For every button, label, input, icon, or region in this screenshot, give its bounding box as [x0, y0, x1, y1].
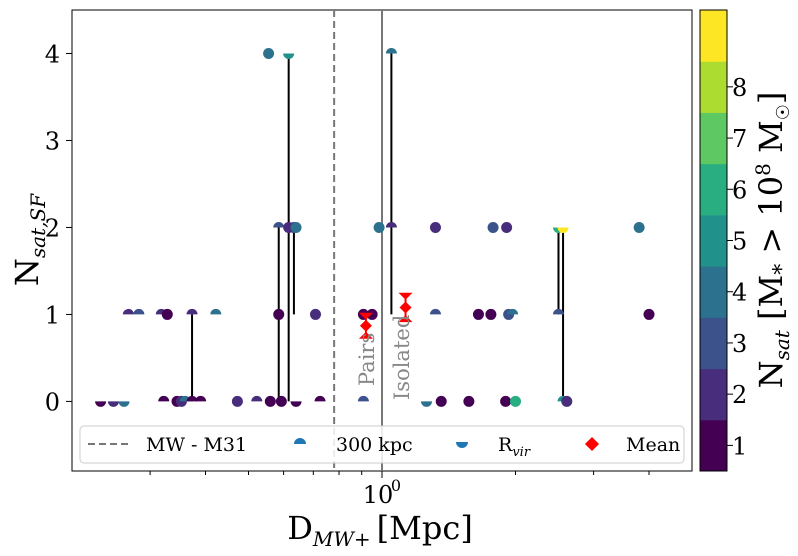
- legend: MW - M31 300 kpc Rvir Mean: [79, 425, 685, 464]
- data-point-36: [429, 221, 441, 233]
- y-tick-label-4: 4: [45, 40, 60, 68]
- mean-markers: [358, 292, 413, 339]
- isolated-label: Isolated: [390, 315, 414, 400]
- mean-marker-1: [399, 301, 412, 314]
- colorbar-segment-0: [700, 419, 727, 472]
- colorbar-tick-label-0: 1: [732, 432, 747, 460]
- y-tick-label-3: 3: [45, 127, 60, 155]
- legend-rvir-swatch: [456, 442, 468, 448]
- data-point-32: [373, 221, 385, 233]
- legend-label-rvir: Rvir: [498, 434, 531, 460]
- x-axis-label: DMW+ [Mpc]: [287, 509, 473, 551]
- colorbar-segment-5: [700, 163, 727, 216]
- data-point-18: [264, 395, 276, 407]
- data-point-35: [421, 401, 433, 407]
- data-point-20: [273, 221, 285, 228]
- legend-label-mean: Mean: [626, 434, 680, 456]
- data-point-30: [357, 395, 369, 402]
- mean-cap-bottom-1: [398, 315, 413, 323]
- colorbar-tick-label-1: 2: [732, 381, 747, 409]
- data-point-53: [633, 221, 645, 233]
- data-point-6: [161, 308, 173, 320]
- data-point-17: [263, 47, 275, 59]
- colorbar-tick-label-4: 5: [732, 228, 747, 256]
- data-point-44: [501, 221, 513, 233]
- legend-300kpc-swatch: [294, 438, 306, 444]
- data-point-46: [507, 308, 519, 315]
- data-point-7: [158, 395, 170, 402]
- legend-label-300kpc: 300 kpc: [336, 434, 413, 456]
- data-point-3: [122, 308, 134, 315]
- colorbar: [699, 9, 728, 472]
- data-point-49: [552, 308, 564, 315]
- colorbar-segment-8: [700, 10, 727, 62]
- data-point-31: [366, 308, 378, 320]
- data-point-43: [500, 395, 512, 407]
- data-point-11: [186, 395, 198, 402]
- colorbar-segment-1: [700, 368, 727, 421]
- reference-lines: [333, 10, 383, 471]
- data-point-4: [133, 308, 145, 315]
- data-point-37: [429, 308, 441, 315]
- mean-cap-bottom-0: [358, 331, 373, 339]
- pairs-label: Pairs: [355, 333, 379, 386]
- data-point-12: [186, 308, 198, 315]
- colorbar-tick-label-7: 8: [732, 74, 747, 102]
- data-points: [95, 47, 655, 407]
- legend-label-mw-m31: MW - M31: [146, 434, 247, 456]
- data-point-42: [487, 221, 499, 233]
- data-point-22: [283, 53, 295, 59]
- data-point-15: [231, 395, 243, 407]
- colorbar-segment-4: [700, 214, 727, 267]
- data-point-13: [195, 395, 207, 402]
- y-axis-label: Nsat,SF: [8, 193, 50, 286]
- data-point-14: [210, 308, 222, 315]
- legend-box: [79, 425, 685, 464]
- y-tick-label-1: 1: [45, 301, 60, 329]
- data-point-26: [290, 401, 302, 407]
- colorbar-tick-label-5: 6: [732, 176, 747, 204]
- mean-cap-top-0: [358, 312, 373, 320]
- data-point-40: [472, 308, 484, 320]
- data-point-21: [275, 395, 287, 407]
- data-point-16: [251, 395, 263, 402]
- data-point-1: [107, 401, 119, 407]
- legend-mean-swatch: [585, 437, 599, 451]
- data-point-28: [314, 395, 326, 402]
- data-point-54: [643, 308, 655, 320]
- colorbar-segment-3: [700, 266, 727, 318]
- colorbar-tick-label-3: 4: [732, 279, 747, 307]
- data-point-34: [385, 221, 397, 228]
- colorbar-tick-label-6: 7: [732, 125, 747, 153]
- data-point-50: [557, 227, 569, 233]
- data-point-47: [510, 395, 522, 407]
- x-tick-label-0: 10: [363, 481, 394, 509]
- colorbar-ticks: 1 2 3 4 5 6 7 8: [727, 74, 747, 460]
- data-point-2: [118, 401, 130, 407]
- data-point-52: [561, 395, 573, 407]
- colorbar-segment-7: [700, 61, 727, 113]
- mean-marker-0: [359, 319, 372, 332]
- y-tick-label-2: 2: [45, 214, 60, 242]
- colorbar-segment-6: [700, 112, 727, 165]
- data-point-39: [463, 395, 475, 407]
- data-point-33: [385, 47, 397, 54]
- data-point-27: [309, 308, 321, 320]
- colorbar-tick-label-2: 3: [732, 330, 747, 358]
- data-point-41: [485, 308, 497, 320]
- data-point-19: [273, 308, 285, 320]
- mean-cap-top-1: [398, 292, 413, 300]
- annotations: Pairs Isolated: [355, 315, 414, 400]
- colorbar-label: Nsat [M* > 108 M☉]: [751, 92, 795, 389]
- y-tick-label-0: 0: [45, 388, 60, 416]
- data-point-0: [95, 401, 107, 407]
- axis-labels: DMW+ [Mpc] Nsat,SF: [8, 193, 473, 551]
- x-tick-label-exponent-0: 0: [391, 476, 401, 495]
- data-point-25: [290, 221, 302, 233]
- data-point-38: [435, 395, 447, 407]
- colorbar-segment-2: [700, 317, 727, 370]
